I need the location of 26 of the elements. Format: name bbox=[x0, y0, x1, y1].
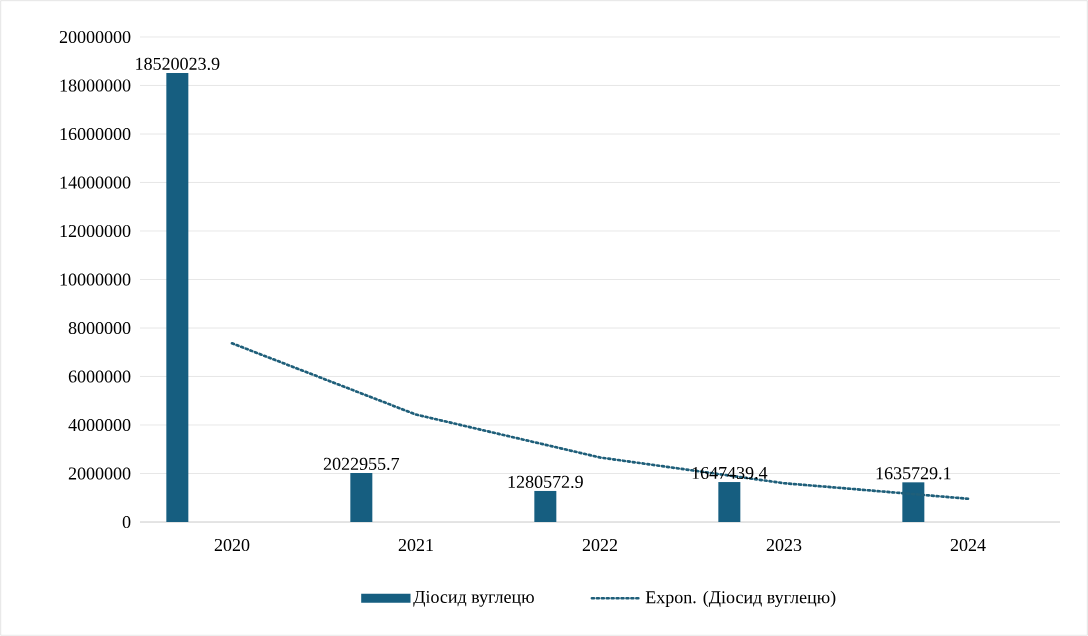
y-tick-label: 0 bbox=[122, 515, 131, 529]
x-tick-label: 2021 bbox=[398, 538, 433, 552]
y-tick-label: 10000000 bbox=[60, 273, 131, 286]
y-tick-label: 18000000 bbox=[60, 79, 131, 92]
bar bbox=[534, 490, 557, 522]
x-tick-label: 2020 bbox=[214, 538, 250, 552]
x-tick-label: 2024 bbox=[950, 538, 986, 552]
x-tick-label: 2022 bbox=[582, 538, 618, 552]
y-tick-label: 12000000 bbox=[60, 224, 131, 238]
data-label: 1635729.1 bbox=[876, 467, 951, 480]
y-tick-label: 8000000 bbox=[68, 321, 131, 335]
data-label: 2022955.7 bbox=[323, 457, 400, 471]
y-tick-label: 2000000 bbox=[68, 467, 131, 480]
data-label: 18520023.9 bbox=[136, 57, 220, 70]
bar bbox=[166, 72, 189, 522]
data-label: 1280572.9 bbox=[508, 475, 583, 489]
y-tick-label: 20000000 bbox=[59, 30, 131, 44]
legend-label: Діосид вуглецю bbox=[413, 590, 534, 607]
x-tick-label: 2023 bbox=[766, 538, 802, 552]
y-tick-label: 4000000 bbox=[68, 418, 131, 432]
bar bbox=[350, 472, 373, 522]
y-tick-label: 6000000 bbox=[68, 370, 131, 383]
bar bbox=[718, 482, 741, 522]
y-tick-label: 16000000 bbox=[60, 127, 131, 141]
y-tick-label: 14000000 bbox=[60, 176, 131, 189]
legend-label: Expon. (Діосид вуглецю) bbox=[645, 590, 836, 608]
